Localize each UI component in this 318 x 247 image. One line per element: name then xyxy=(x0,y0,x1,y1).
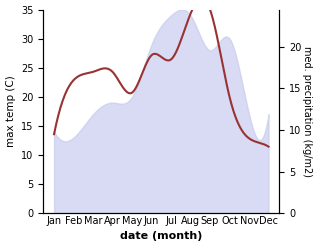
Y-axis label: max temp (C): max temp (C) xyxy=(5,75,16,147)
X-axis label: date (month): date (month) xyxy=(120,231,203,242)
Y-axis label: med. precipitation (kg/m2): med. precipitation (kg/m2) xyxy=(302,46,313,177)
